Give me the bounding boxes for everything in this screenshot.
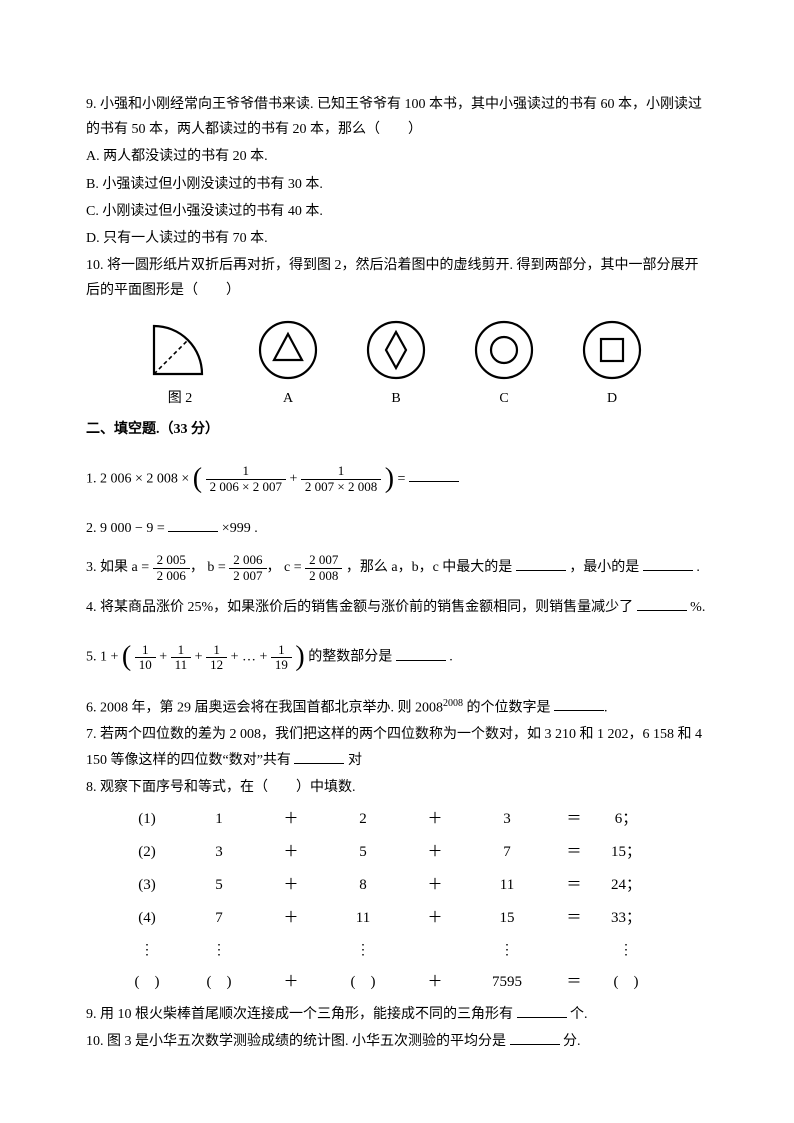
f1-lhs: 2 006 × 2 008 × bbox=[100, 471, 189, 486]
f6-blank[interactable] bbox=[554, 696, 604, 711]
fill-q4: 4. 将某商品涨价 25%，如果涨价后的销售金额与涨价前的销售金额相同，则销售量… bbox=[86, 595, 708, 620]
f7-end: 对 bbox=[348, 753, 362, 768]
fill-q10: 10. 图 3 是小华五次数学测验成绩的统计图. 小华五次测验的平均分是 分. bbox=[86, 1029, 708, 1054]
q10-label-d: D bbox=[572, 386, 652, 411]
q9-choice-b[interactable]: B. 小强读过但小刚没读过的书有 30 本. bbox=[86, 172, 708, 197]
q9-choice-c[interactable]: C. 小刚读过但小强没读过的书有 40 本. bbox=[86, 199, 708, 224]
fill-q5: 5. 1 + ( 110 + 111 + 112 + … + 119 ) 的整数… bbox=[86, 632, 708, 682]
f3-frac-a: 2 0052 006 bbox=[153, 553, 190, 583]
q10-label-a: A bbox=[248, 386, 328, 411]
f2-blank[interactable] bbox=[168, 517, 218, 532]
f8-table: (1)1＋2＋3＝6；(2)3＋5＋7＝15；(3)5＋8＋11＝24；(4)7… bbox=[120, 802, 658, 1000]
q10-figures bbox=[126, 318, 666, 382]
fill-q6: 6. 2008 年，第 29 届奥运会将在我国首都北京举办. 则 2008200… bbox=[86, 695, 708, 721]
q9-choice-d[interactable]: D. 只有一人读过的书有 70 本. bbox=[86, 226, 708, 251]
f5-t4: 119 bbox=[271, 643, 292, 673]
q10-option-d-icon[interactable] bbox=[576, 318, 648, 382]
f3-blank1[interactable] bbox=[516, 556, 566, 571]
fill-q3: 3. 如果 a = 2 0052 006， b = 2 0062 007， c … bbox=[86, 553, 708, 583]
f3-frac-b: 2 0062 007 bbox=[229, 553, 266, 583]
fill-q9: 9. 用 10 根火柴棒首尾顺次连接成一个三角形，能接成不同的三角形有 个. bbox=[86, 1002, 708, 1027]
f1-prefix: 1. bbox=[86, 471, 100, 486]
f5-prefix: 5. bbox=[86, 650, 100, 665]
f6-sup: 2008 bbox=[443, 698, 463, 709]
q10-figure-labels: 图 2 A B C D bbox=[126, 386, 666, 411]
f5-end: . bbox=[449, 650, 453, 665]
q10-label-c: C bbox=[464, 386, 544, 411]
q10-label-b: B bbox=[356, 386, 436, 411]
f10-end: 分. bbox=[563, 1034, 581, 1049]
f2-a: 2. 9 000 − 9 = bbox=[86, 521, 165, 536]
f1-frac1: 12 006 × 2 007 bbox=[206, 464, 286, 494]
f3-a-lhs: a = bbox=[132, 560, 150, 575]
f3-mid2: ，最小的是 bbox=[569, 560, 639, 575]
section2-title: 二、填空题.（33 分） bbox=[86, 417, 708, 442]
f1-blank[interactable] bbox=[409, 467, 459, 482]
q10-option-b-icon[interactable] bbox=[360, 318, 432, 382]
fill-q8-title: 8. 观察下面序号和等式，在（ ）中填数. bbox=[86, 775, 708, 800]
f9-end: 个. bbox=[570, 1007, 588, 1022]
f5-lead: 1 + bbox=[100, 650, 118, 665]
f6-end: . bbox=[604, 700, 608, 715]
fill-q2: 2. 9 000 − 9 = ×999 . bbox=[86, 516, 708, 541]
f3-c-lhs: c = bbox=[284, 560, 302, 575]
f5-tail: 的整数部分是 bbox=[308, 650, 392, 665]
f3-b-lhs: b = bbox=[207, 560, 225, 575]
q10-option-a-icon[interactable] bbox=[252, 318, 324, 382]
f2-b: ×999 . bbox=[222, 521, 258, 536]
f9-a: 9. 用 10 根火柴棒首尾顺次连接成一个三角形，能接成不同的三角形有 bbox=[86, 1007, 513, 1022]
q10-stem: 10. 将一圆形纸片双折后再对折，得到图 2，然后沿着图中的虚线剪开. 得到两部… bbox=[86, 253, 708, 303]
f4-text: 4. 将某商品涨价 25%，如果涨价后的销售金额与涨价前的销售金额相同，则销售量… bbox=[86, 600, 633, 615]
f7-a: 7. 若两个四位数的差为 2 008，我们把这样的两个四位数称为一个数对，如 3… bbox=[86, 727, 702, 767]
fill-q7: 7. 若两个四位数的差为 2 008，我们把这样的两个四位数称为一个数对，如 3… bbox=[86, 722, 708, 772]
f5-t1: 110 bbox=[135, 643, 156, 673]
f3-frac-c: 2 0072 008 bbox=[305, 553, 342, 583]
f3-blank2[interactable] bbox=[643, 556, 693, 571]
f10-a: 10. 图 3 是小华五次数学测验成绩的统计图. 小华五次测验的平均分是 bbox=[86, 1034, 506, 1049]
f3-end: . bbox=[696, 560, 700, 575]
f10-blank[interactable] bbox=[510, 1030, 560, 1045]
f5-t2: 111 bbox=[171, 643, 192, 673]
f5-blank[interactable] bbox=[396, 646, 446, 661]
f7-blank[interactable] bbox=[294, 749, 344, 764]
f5-dots: + … + bbox=[231, 650, 268, 665]
q10-fig2-quarter-icon bbox=[144, 318, 216, 382]
f1-frac2: 12 007 × 2 008 bbox=[301, 464, 381, 494]
f4-suffix: %. bbox=[690, 600, 705, 615]
f4-blank[interactable] bbox=[637, 596, 687, 611]
f3-mid: ，那么 a，b，c 中最大的是 bbox=[346, 560, 512, 575]
q9-stem: 9. 小强和小刚经常向王爷爷借书来读. 已知王爷爷有 100 本书，其中小强读过… bbox=[86, 92, 708, 142]
f6-b: 的个位数字是 bbox=[463, 700, 551, 715]
q10-option-c-icon[interactable] bbox=[468, 318, 540, 382]
f1-eq: = bbox=[398, 471, 406, 486]
fill-q1: 1. 2 006 × 2 008 × ( 12 006 × 2 007 + 12… bbox=[86, 454, 708, 504]
f3-prefix: 3. 如果 bbox=[86, 560, 132, 575]
f5-t3: 112 bbox=[206, 643, 227, 673]
q10-label-fig2: 图 2 bbox=[140, 386, 220, 411]
f6-a: 6. 2008 年，第 29 届奥运会将在我国首都北京举办. 则 2008 bbox=[86, 700, 443, 715]
f1-plus: + bbox=[289, 471, 297, 486]
q9-choice-a[interactable]: A. 两人都没读过的书有 20 本. bbox=[86, 144, 708, 169]
f9-blank[interactable] bbox=[517, 1003, 567, 1018]
